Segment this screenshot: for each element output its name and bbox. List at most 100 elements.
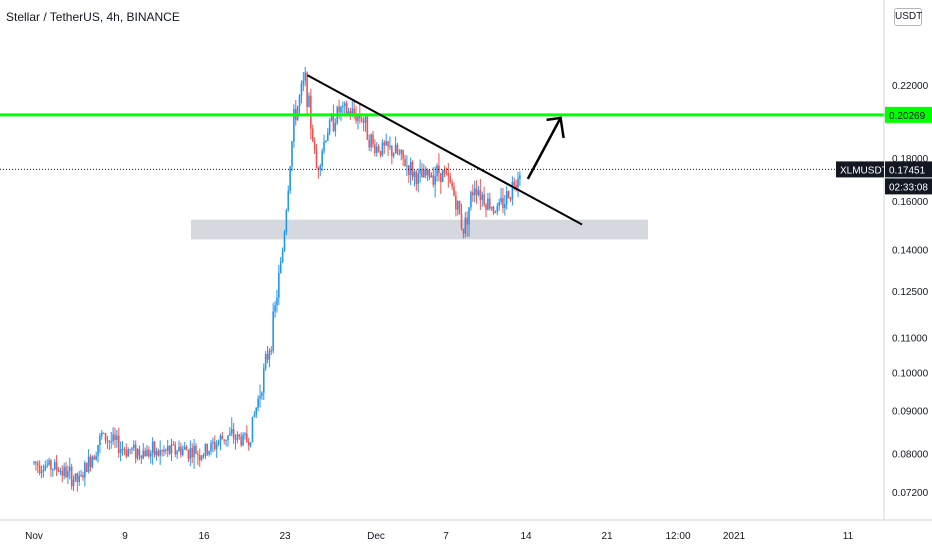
candle-body: [185, 446, 188, 451]
candle-body: [334, 123, 337, 132]
price-axis[interactable]: 0.22000 0.18000 0.16000 0.14000 0.12500 0.110…: [883, 0, 929, 520]
candle-body: [108, 441, 111, 443]
candle-body: [306, 72, 308, 107]
candle-body: [462, 228, 465, 234]
candle-body: [264, 354, 267, 369]
candle-body: [198, 455, 201, 460]
candle-body: [48, 460, 50, 465]
candle-body: [404, 158, 406, 167]
candle-body: [163, 449, 165, 452]
candle-body: [381, 142, 384, 156]
candle-body: [52, 469, 54, 471]
candle-body: [507, 191, 510, 199]
candle-body: [325, 140, 327, 142]
candle-body: [451, 182, 453, 187]
candle-body: [308, 95, 310, 107]
candle-body: [460, 214, 463, 229]
candle-body: [338, 106, 340, 113]
price-tick-label: 0.22000: [892, 81, 929, 92]
candle-body: [242, 434, 244, 446]
candle-body: [396, 144, 399, 154]
candle-body: [102, 432, 105, 434]
candle-body: [343, 103, 346, 106]
price-tick-label: 0.08000: [892, 450, 929, 461]
candle-body: [195, 445, 197, 454]
candle-body: [35, 461, 37, 464]
candle-body: [353, 108, 355, 115]
candle-body: [255, 407, 258, 415]
candle-body: [278, 273, 280, 298]
candle-body: [475, 188, 478, 195]
candle-body: [374, 144, 376, 153]
candle-body: [262, 368, 265, 393]
candle-body: [153, 441, 156, 456]
breakout-arrow[interactable]: [526, 116, 565, 180]
candle-series: [33, 66, 521, 492]
candle-body: [447, 173, 450, 177]
candle-body: [236, 434, 239, 440]
time-axis[interactable]: Nov 9 16 23 Dec 7 14 21 12:00 2021 11: [0, 519, 932, 542]
candle-body: [436, 165, 438, 177]
candle-body: [151, 441, 154, 453]
price-tick-label: 0.10000: [892, 368, 929, 379]
candle-body: [133, 444, 135, 449]
candle-body: [406, 165, 408, 167]
candle-body: [134, 444, 137, 459]
support-zone[interactable]: [191, 219, 648, 240]
candle-body: [259, 396, 261, 399]
candle-body: [468, 207, 470, 225]
candle-body: [174, 444, 177, 455]
candle-body: [485, 204, 487, 210]
descending-trendline[interactable]: [306, 74, 583, 226]
candle-body: [61, 470, 64, 476]
candle-body: [219, 435, 222, 442]
candle-body: [345, 103, 348, 114]
candle-body: [110, 441, 113, 443]
countdown-badge: 02:33:08: [885, 178, 932, 195]
price-tick-label: 0.18000: [892, 154, 929, 165]
candle-body: [402, 149, 404, 159]
candle-body: [142, 450, 145, 459]
candle-body: [85, 462, 88, 473]
candle-body: [104, 433, 107, 441]
currency-button[interactable]: USDT: [894, 8, 922, 26]
candle-body: [117, 435, 120, 453]
candle-body: [38, 465, 41, 473]
price-tick-label: 0.12500: [892, 287, 929, 298]
candle-body: [394, 144, 397, 154]
candle-body: [304, 72, 306, 81]
candle-body: [513, 181, 516, 185]
candle-body: [364, 116, 367, 123]
candle-body: [149, 452, 152, 457]
candle-body: [232, 429, 235, 439]
candle-body: [302, 80, 305, 85]
candle-body: [249, 442, 252, 446]
candle-body: [36, 463, 39, 466]
chart-title: Stellar / TetherUS, 4h, BINANCE: [6, 10, 180, 24]
candle-body: [138, 449, 141, 456]
candle-body: [70, 466, 73, 487]
candle-body: [317, 167, 320, 170]
candle-body: [240, 436, 242, 446]
candle-body: [114, 434, 116, 440]
candle-body: [101, 432, 103, 436]
time-tick-label: 11: [843, 531, 854, 542]
candle-body: [57, 469, 60, 472]
candle-body: [274, 305, 276, 312]
candle-body: [511, 181, 514, 200]
candle-body: [372, 134, 374, 145]
candle-body: [417, 173, 419, 185]
price-tick-label: 0.14000: [892, 246, 929, 257]
candle-body: [283, 231, 286, 251]
candle-body: [144, 450, 146, 457]
candle-body: [321, 150, 323, 166]
candle-body: [387, 141, 389, 147]
candle-body: [411, 162, 414, 177]
candle-body: [456, 201, 459, 210]
candle-body: [458, 201, 461, 215]
candle-body: [504, 204, 506, 209]
candle-body: [281, 250, 284, 262]
candle-body: [136, 449, 139, 459]
time-tick-label: 14: [520, 531, 532, 542]
